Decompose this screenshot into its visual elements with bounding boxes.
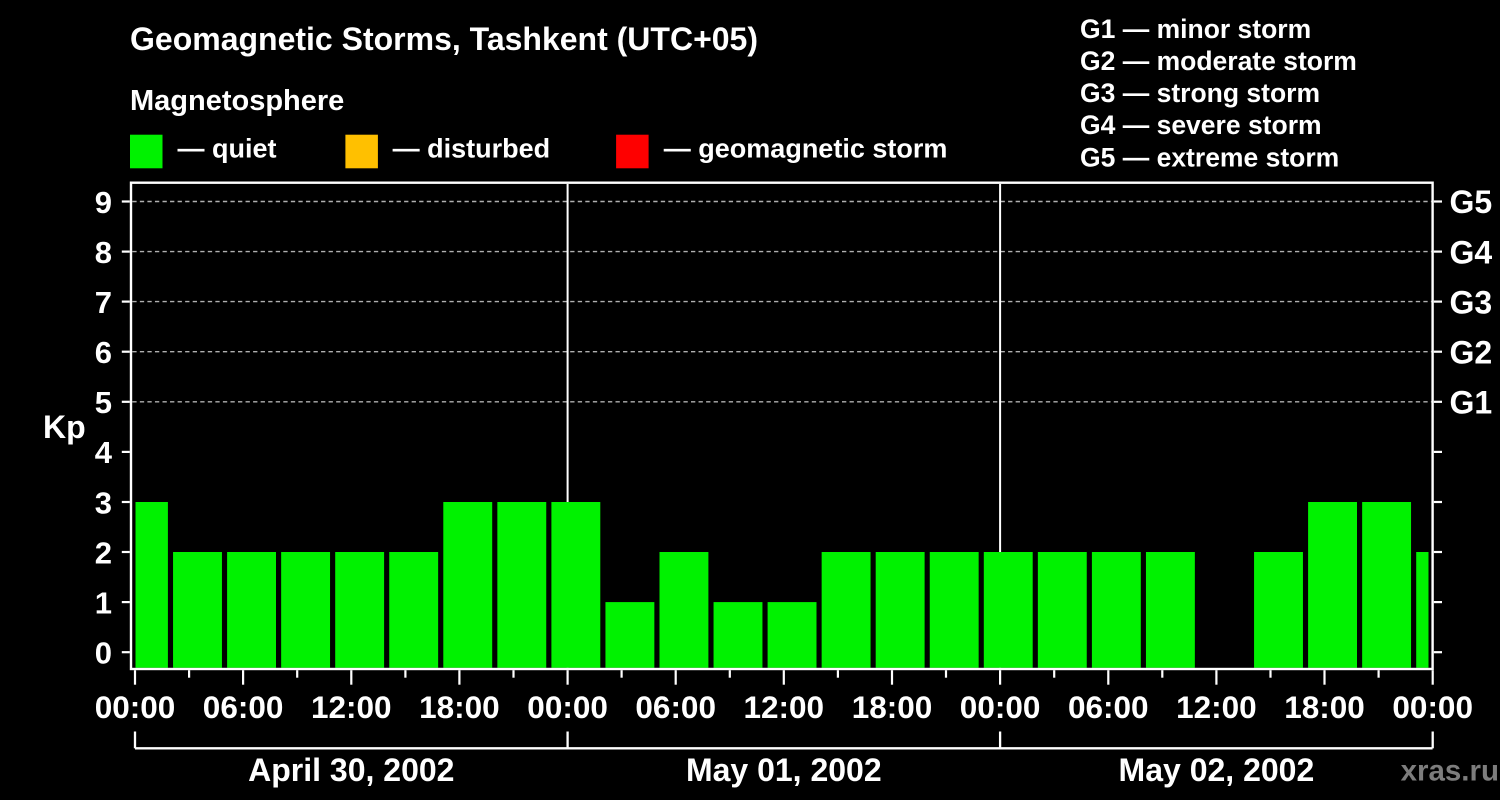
svg-text:May 02, 2002: May 02, 2002 <box>1119 752 1315 788</box>
svg-text:May 01, 2002: May 01, 2002 <box>686 752 882 788</box>
svg-text:2: 2 <box>95 535 112 570</box>
svg-text:G2 — moderate storm: G2 — moderate storm <box>1080 46 1357 76</box>
svg-text:12:00: 12:00 <box>744 689 825 725</box>
svg-text:— geomagnetic storm: — geomagnetic storm <box>664 134 948 164</box>
svg-text:8: 8 <box>95 235 112 270</box>
svg-text:April 30, 2002: April 30, 2002 <box>248 752 454 788</box>
svg-text:— disturbed: — disturbed <box>393 134 551 164</box>
svg-text:06:00: 06:00 <box>203 689 284 725</box>
svg-text:00:00: 00:00 <box>95 689 176 725</box>
svg-text:12:00: 12:00 <box>1176 689 1257 725</box>
svg-text:06:00: 06:00 <box>635 689 716 725</box>
svg-text:G2: G2 <box>1450 334 1493 370</box>
svg-text:G4: G4 <box>1450 234 1493 270</box>
svg-text:Magnetosphere: Magnetosphere <box>130 85 344 117</box>
svg-text:xras.ru: xras.ru <box>1401 755 1499 788</box>
svg-text:3: 3 <box>95 485 112 520</box>
svg-text:G1: G1 <box>1450 385 1493 421</box>
svg-text:9: 9 <box>95 185 112 220</box>
svg-text:5: 5 <box>95 385 112 420</box>
svg-text:00:00: 00:00 <box>1392 689 1473 725</box>
svg-text:6: 6 <box>95 335 112 370</box>
svg-text:G3: G3 <box>1450 284 1493 320</box>
svg-text:G4 — severe storm: G4 — severe storm <box>1080 110 1322 140</box>
svg-text:Geomagnetic Storms, Tashkent (: Geomagnetic Storms, Tashkent (UTC+05) <box>130 21 758 57</box>
svg-text:7: 7 <box>95 285 112 320</box>
svg-text:18:00: 18:00 <box>852 689 933 725</box>
svg-text:00:00: 00:00 <box>960 689 1041 725</box>
svg-text:12:00: 12:00 <box>311 689 392 725</box>
svg-text:Kp: Kp <box>43 409 86 445</box>
svg-text:4: 4 <box>95 435 113 470</box>
svg-text:00:00: 00:00 <box>527 689 608 725</box>
svg-text:18:00: 18:00 <box>1284 689 1365 725</box>
svg-text:G5: G5 <box>1450 184 1493 220</box>
svg-text:— quiet: — quiet <box>178 134 277 164</box>
svg-text:G5 — extreme storm: G5 — extreme storm <box>1080 142 1339 172</box>
svg-text:18:00: 18:00 <box>419 689 500 725</box>
svg-text:06:00: 06:00 <box>1068 689 1149 725</box>
svg-text:G1 — minor storm: G1 — minor storm <box>1080 14 1311 44</box>
svg-text:0: 0 <box>95 636 112 671</box>
svg-text:1: 1 <box>95 585 112 620</box>
svg-text:G3 — strong storm: G3 — strong storm <box>1080 78 1320 108</box>
